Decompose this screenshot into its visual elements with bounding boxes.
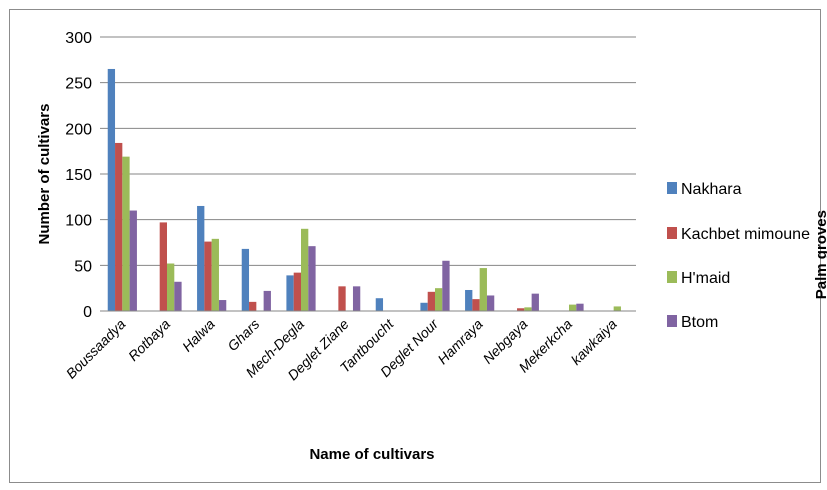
legend-swatch xyxy=(667,315,677,327)
bar xyxy=(524,307,532,311)
bar xyxy=(293,272,301,311)
x-tick-label: Hamraya xyxy=(434,316,486,368)
legend-swatch xyxy=(667,182,677,194)
bar xyxy=(308,246,316,311)
legend-label: Kachbet mimoune xyxy=(681,226,810,243)
bar xyxy=(569,304,577,311)
bar xyxy=(338,286,346,311)
bar xyxy=(442,260,450,311)
bar xyxy=(420,302,428,311)
bar xyxy=(286,275,294,311)
bar xyxy=(167,263,175,311)
y-axis-title: Number of cultivars xyxy=(36,104,53,245)
y-tick-label: 150 xyxy=(65,167,92,184)
bar xyxy=(159,222,167,311)
y-tick-label: 50 xyxy=(74,258,92,275)
bar xyxy=(427,291,435,311)
bar xyxy=(115,142,123,311)
x-tick-label: Ghars xyxy=(224,316,262,354)
legend: Nakhara Kachbet mimoune H'maid Btom xyxy=(667,181,810,331)
bar xyxy=(465,289,473,311)
y-tick-label: 200 xyxy=(65,121,92,138)
bar xyxy=(241,248,250,311)
bar xyxy=(301,228,309,311)
bar xyxy=(122,156,130,311)
bar xyxy=(211,238,219,311)
x-tick-label: Halwa xyxy=(179,316,218,355)
bar xyxy=(576,303,584,311)
bar xyxy=(352,286,361,311)
y-tick-label: 0 xyxy=(83,304,92,321)
bar xyxy=(174,281,182,311)
x-tick-label: Rotbaya xyxy=(125,316,173,364)
bar xyxy=(435,288,443,311)
gridlines xyxy=(100,36,636,266)
y-tick-label: 100 xyxy=(65,213,92,230)
x-tick-label: kawkaiya xyxy=(568,316,620,368)
bar xyxy=(263,290,271,311)
y-tick-label: 250 xyxy=(65,76,92,93)
y-axis-ticks: 0 50 100 150 200 250 300 xyxy=(65,30,92,321)
side-label: Palm groves xyxy=(813,210,827,299)
bar xyxy=(204,241,212,311)
legend-label: H'maid xyxy=(681,270,730,287)
bar xyxy=(375,298,384,311)
bars xyxy=(107,68,621,311)
legend-label: Nakhara xyxy=(681,181,742,198)
y-tick-label: 300 xyxy=(65,30,92,47)
bar xyxy=(531,293,539,311)
bar xyxy=(249,301,257,311)
bar xyxy=(107,68,116,311)
bar xyxy=(197,205,205,311)
legend-swatch xyxy=(667,227,677,239)
legend-swatch xyxy=(667,271,677,283)
bar xyxy=(613,306,621,311)
legend-label: Btom xyxy=(681,314,718,331)
bar xyxy=(218,300,227,311)
x-tick-label: Boussaadya xyxy=(63,316,129,382)
bar xyxy=(486,295,495,311)
x-axis-title: Name of cultivars xyxy=(309,446,434,463)
chart-frame xyxy=(9,9,821,483)
bar xyxy=(472,299,480,311)
bar xyxy=(129,210,137,311)
bar xyxy=(479,268,487,311)
bar xyxy=(517,308,525,311)
